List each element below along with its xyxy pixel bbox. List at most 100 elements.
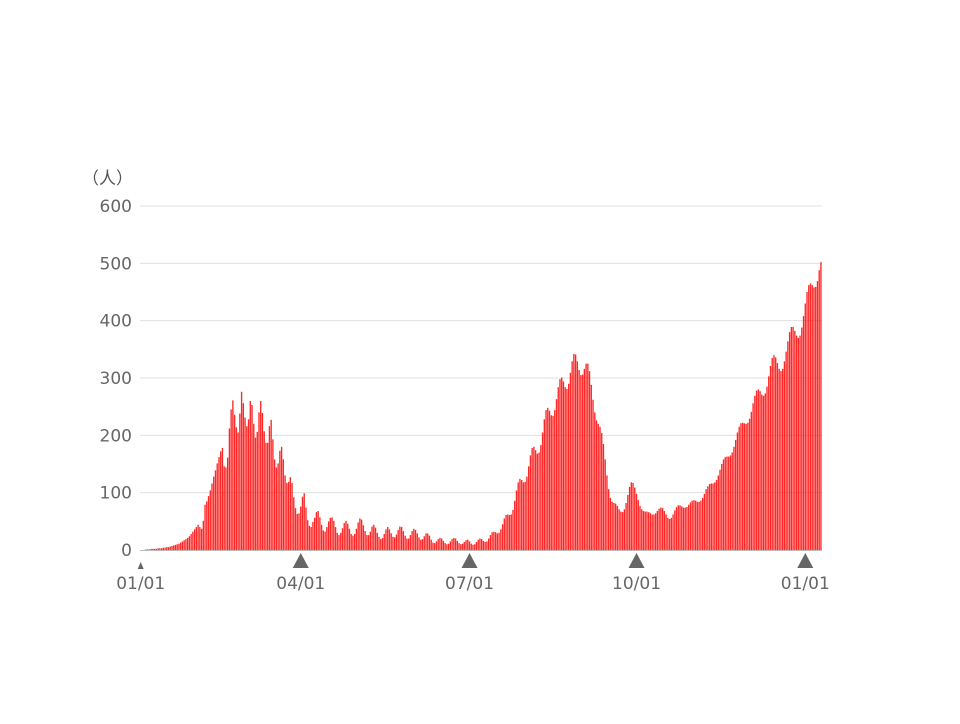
bar [616, 505, 619, 550]
bar [648, 512, 650, 550]
bar [731, 452, 733, 550]
bar [740, 423, 742, 550]
bar [644, 511, 646, 550]
bar [282, 459, 285, 550]
bar [781, 368, 784, 550]
y-tick-label: 500 [100, 254, 132, 274]
bar [376, 532, 378, 550]
bar [538, 452, 540, 550]
x-tick-label: 07/01 [445, 574, 494, 594]
bar [515, 490, 518, 550]
gridlines [140, 205, 822, 494]
bar [437, 539, 439, 550]
bar [167, 547, 170, 550]
bar [397, 529, 399, 550]
bar [543, 419, 545, 550]
bar [618, 509, 620, 550]
bar [279, 450, 281, 550]
bar [261, 412, 264, 550]
bar [298, 513, 300, 550]
bar [508, 515, 511, 550]
bar [663, 511, 666, 550]
bar [792, 326, 794, 550]
bar [679, 505, 681, 550]
bar [660, 507, 662, 550]
bar [573, 353, 575, 550]
bar [585, 363, 587, 550]
bar [533, 446, 535, 550]
bar [574, 354, 577, 550]
bar [498, 532, 500, 550]
bar [559, 379, 561, 550]
bar [632, 482, 634, 550]
bar [407, 538, 410, 550]
bar [223, 466, 225, 550]
bar [512, 509, 514, 550]
bar [310, 527, 312, 550]
bar [500, 529, 502, 550]
bar [434, 543, 436, 550]
x-axis-ticks: 01/01 04/01 07/01 10/01 01/01 [116, 553, 830, 594]
bar [771, 357, 773, 550]
bar [251, 404, 253, 550]
bar [809, 283, 812, 550]
bar [280, 446, 283, 550]
bar [578, 369, 580, 550]
bar [260, 400, 262, 550]
bar [392, 536, 394, 550]
bar [754, 395, 756, 550]
bar [207, 496, 210, 550]
bar [458, 543, 460, 550]
bar [728, 456, 730, 550]
bar [479, 538, 481, 550]
bar [698, 501, 700, 550]
bar [477, 539, 479, 550]
bar [491, 532, 493, 550]
bar [639, 505, 641, 550]
bar [435, 541, 438, 550]
bar [350, 533, 352, 550]
bar [554, 410, 556, 550]
bar [646, 511, 648, 550]
bar [526, 476, 528, 550]
bar [486, 541, 488, 550]
x-tick-marker [292, 553, 309, 568]
bar [267, 442, 269, 550]
bar [815, 286, 817, 550]
bar [496, 533, 499, 550]
bar [206, 501, 208, 550]
bar [366, 535, 368, 550]
bar [524, 481, 526, 550]
bar [797, 337, 799, 550]
x-tick-marker [461, 553, 478, 568]
bar [284, 475, 286, 550]
x-tick-marker [137, 562, 144, 569]
bar [345, 520, 347, 550]
bar [439, 537, 441, 550]
bar [204, 504, 206, 550]
bar [416, 533, 418, 550]
bar [378, 536, 380, 550]
bar [425, 533, 427, 550]
bar [804, 303, 806, 550]
bar [183, 540, 185, 550]
bar [545, 410, 547, 550]
bar [402, 531, 405, 550]
bar [420, 539, 422, 550]
bar [291, 482, 293, 550]
y-tick-label: 400 [100, 312, 132, 332]
bar [703, 493, 706, 550]
bar [333, 520, 335, 550]
bar [357, 522, 359, 550]
bar [343, 523, 345, 550]
bar [689, 502, 692, 550]
bar [263, 431, 265, 550]
bar [672, 514, 674, 550]
bar [307, 520, 309, 550]
bar [775, 357, 777, 550]
bar [253, 423, 255, 550]
bar [641, 509, 643, 550]
bars [145, 262, 822, 550]
bar [320, 524, 323, 550]
bar [152, 548, 154, 550]
